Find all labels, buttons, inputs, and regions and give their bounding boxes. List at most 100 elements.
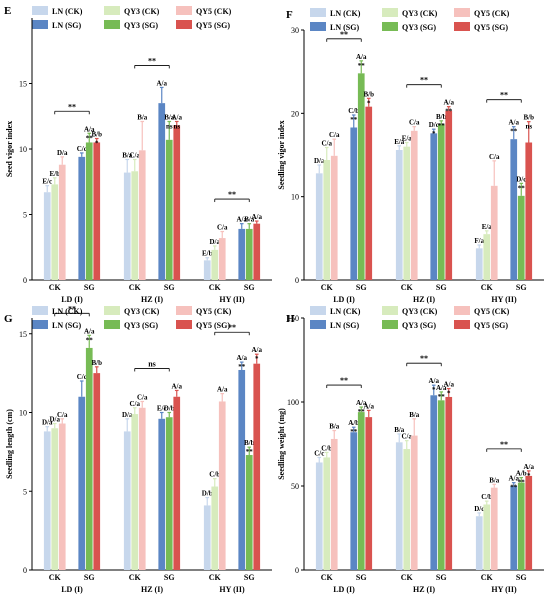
panel-e-bar [85,142,93,280]
panel-f-sig-letter: D/c [516,175,526,183]
panel-e-letter: E [4,5,11,17]
panel-f-treatment-label: CK [401,283,414,292]
panel-f-y-label: Seedling vigor index [277,120,286,189]
panel-f-legend-label: QY5 (SG) [474,23,508,32]
panel-e-bar [245,228,253,280]
panel-f-legend-swatch [382,8,398,17]
panel-g-comparison-label: ** [68,304,76,313]
panel-e-sig-mark: ns [166,122,173,130]
panel-e-comparison-label: ** [68,102,76,111]
panel-g-y-tick-label: 5 [23,487,27,496]
panel-e-group-label: LD (I) [61,295,83,304]
panel-g-bar [211,486,219,570]
panel-h-treatment-label: CK [321,573,334,582]
panel-e-bar [58,164,66,280]
panel-e-bar [51,184,59,280]
panel-g-sig-letter: C/a [137,393,148,401]
panel-f-group-label: HY (II) [491,295,517,304]
panel-f-bar [475,248,483,280]
panel-f-sig-letter: C/b [348,107,359,115]
panel-e-bar [93,142,101,280]
panel-f-y-tick-label: 10 [291,193,299,202]
panel-e-sig-letter: B/b [91,131,102,139]
panel-f-sig-mark: * [367,99,371,107]
panel-g-bar [51,428,59,570]
panel-g-bar [85,347,93,570]
panel-h-sig-letter: B/a [409,411,420,419]
panel-e-sig-letter: E/b [49,170,60,178]
panel-h-sig-letter: C/a [402,433,413,441]
panel-h-legend-swatch [454,320,470,329]
panel-g-sig-letter: C/a [57,411,68,419]
panel-f-bar [510,139,518,280]
panel-f-sig-letter: F/a [474,237,484,245]
panel-h-sig-letter: B/a [489,476,500,484]
panel-f-y-tick-label: 30 [291,26,299,35]
panel-h-sig-letter: B/a [329,423,340,431]
panel-g-bar [158,418,166,570]
panel-h-bar [357,412,365,570]
panel-e-treatment-label: SG [244,283,255,292]
panel-e-legend-label: QY3 (CK) [124,7,160,16]
panel-g-sig-letter: A/a [237,354,248,362]
panel-h-legend-label: LN (CK) [330,307,361,316]
panel-h-bar [315,462,323,570]
panel-g-sig-letter: B/b [244,439,255,447]
panel-g-bar [78,396,86,570]
panel-h-treatment-label: CK [401,573,414,582]
panel-h-sig-mark: ** [358,408,366,416]
panel-e-treatment-label: CK [129,283,142,292]
panel-h-sig-letter: A/a [436,384,447,392]
panel-e-sig-letter: D/a [57,149,68,157]
panel-f-sig-letter: A/a [509,119,520,127]
panel-h-y-tick-label: 150 [287,314,299,323]
panel-g-sig-letter: C/b [209,471,220,479]
panel-h-sig-mark: * [432,386,436,394]
panel-g-sig-letter: C/c [77,373,87,381]
panel-g-sig-letter: D/b [202,490,213,498]
panel-e-legend-label: QY5 (CK) [196,7,232,16]
panel-h-bar [365,417,373,570]
panel-f-bar [430,133,438,280]
panel-h-bar [437,400,445,570]
panel-f-bar [357,73,365,280]
panel-h-bar [510,486,518,570]
panel-h-legend-swatch [382,320,398,329]
panel-h-bar [517,482,525,570]
panel-f-legend-swatch [310,8,326,17]
panel-f-sig-letter: C/a [489,153,500,161]
panel-g-y-tick-label: 0 [23,566,27,575]
panel-h-bar [350,432,358,570]
panel-g-bar [238,369,246,570]
panel-f-treatment-label: CK [481,283,494,292]
panel-e-legend-label: QY5 (SG) [196,21,230,30]
panel-g-legend-label: LN (CK) [52,307,83,316]
panel-e-bar [138,150,146,280]
panel-g-bar [138,407,146,570]
panel-e-y-tick-label: 15 [19,80,27,89]
panel-e-sig-letter: C/a [217,224,228,232]
panel-h-sig-letter: A/a [444,381,455,389]
panel-e-bar [238,228,246,280]
panel-h-bar [445,396,453,570]
panel-h-sig-mark: ** [350,428,358,436]
panel-f-sig-mark: * [432,130,436,138]
panel-f-legend-swatch [382,22,398,31]
panel-f-sig-mark: ns [525,123,532,131]
panel-g-group-label: HY (II) [219,585,245,594]
panel-f-bar [395,150,403,280]
panel-g-sig-letter: C/a [130,400,141,408]
panel-e-sig-letter: B/a [137,113,148,121]
panel-e-sig-letter: E/c [42,178,52,186]
panel-f-sig-letter: A/a [356,53,367,61]
panel-h-bar [323,457,331,570]
panel-e-y-tick-label: 0 [23,276,27,285]
panel-g-bar [218,401,226,570]
panel-g-sig-letter: A/a [217,386,228,394]
panel-h-legend-swatch [454,306,470,315]
panel-f-sig-letter: E/a [402,135,413,143]
panel-f-sig-letter: E/a [394,138,405,146]
panel-h-sig-letter: D/c [474,505,484,513]
panel-h-group-label: LD (I) [333,585,355,594]
panel-h-comparison-label: ** [420,354,428,363]
